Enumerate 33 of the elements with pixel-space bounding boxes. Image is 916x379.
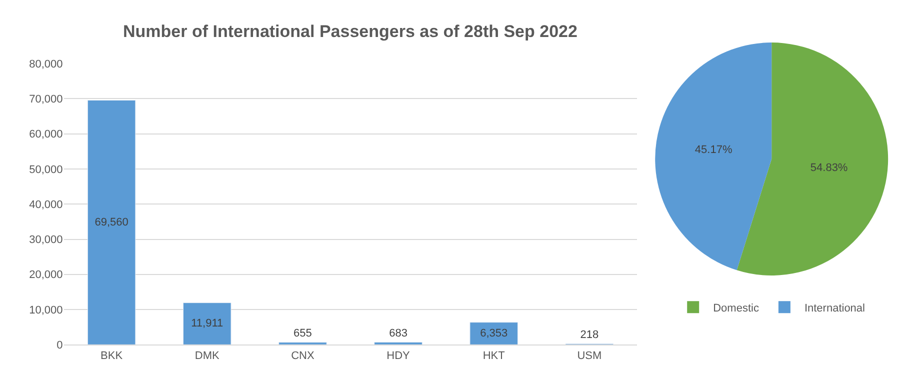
data-label: 11,911 [191,318,224,330]
legend-label: International [804,302,865,314]
data-label: 683 [389,327,408,340]
y-tick-label: 0 [56,340,63,352]
data-label: 655 [294,327,312,340]
data-label: 45.17% [694,144,732,156]
y-tick-label: 50,000 [29,164,63,176]
y-tick-label: 30,000 [29,234,63,246]
y-tick-label: 60,000 [29,128,63,141]
x-tick-label: USM [577,350,602,362]
bar [87,100,136,345]
data-label: 6,353 [480,327,508,340]
chart-title: Number of International Passengers as of 28th Sep 2022 [123,22,578,41]
bar [374,342,422,345]
pie-slice [655,42,772,270]
y-tick-label: 20,000 [29,269,63,282]
pie-slice [736,42,888,276]
x-tick-label: HDY [386,350,411,362]
y-tick-label: 80,000 [29,58,63,70]
legend-label: Domestic [713,302,760,314]
x-tick-label: CNX [291,350,315,362]
x-tick-label: DMK [194,350,220,362]
y-tick-label: 10,000 [29,304,63,316]
x-tick-label: HKT [482,350,506,362]
bar [278,342,327,345]
bar [182,302,232,345]
data-label: 218 [580,328,599,341]
x-tick-label: BKK [100,350,124,362]
data-label: 69,560 [94,216,128,228]
y-tick-label: 40,000 [29,198,63,211]
data-label: 54.83% [810,162,848,174]
y-tick-label: 70,000 [29,94,63,106]
bar [470,322,518,345]
